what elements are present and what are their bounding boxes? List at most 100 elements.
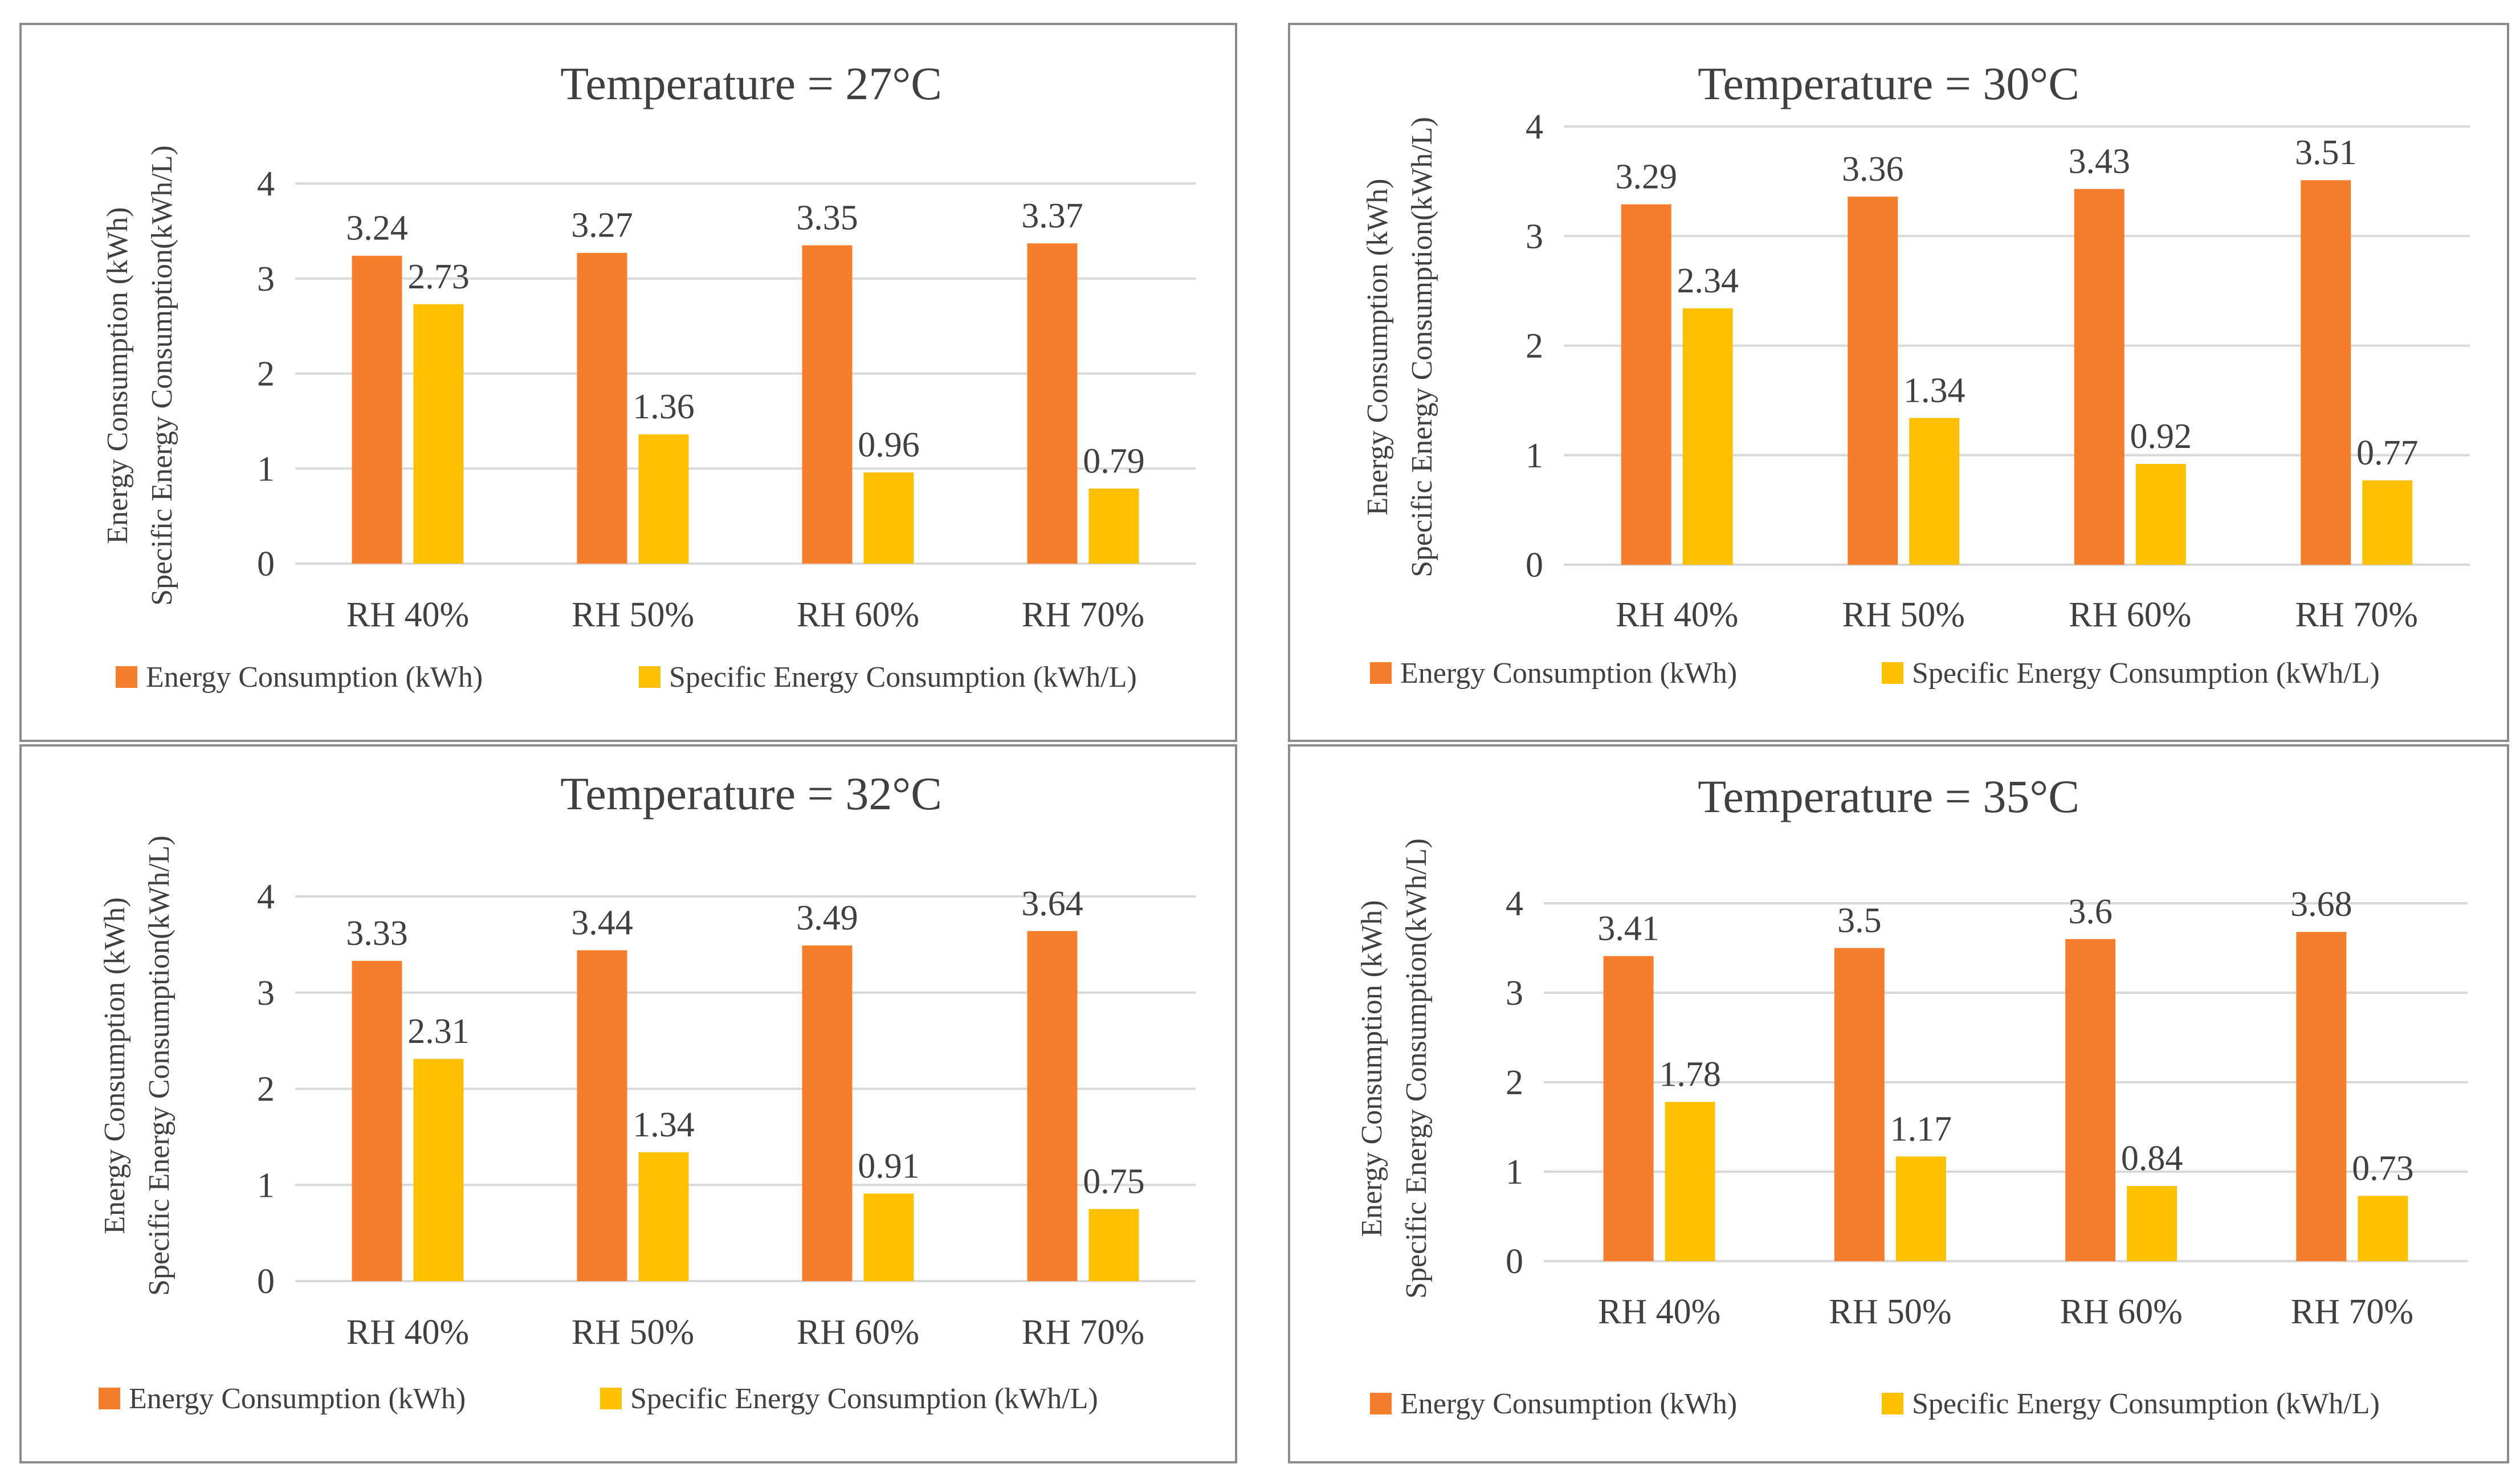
chart-panel-35c: Temperature = 35°C Energy Consumption (kW…: [1288, 744, 2509, 1463]
y-axis-title-line: Specific Energy Consumption(kWh/L): [1400, 838, 1433, 1299]
x-category-label: RH 50%: [572, 596, 694, 634]
data-label-specific: 0.84: [2121, 1139, 2183, 1178]
data-label-specific: 2.73: [407, 258, 470, 296]
y-tick-label-one: 1: [1506, 1153, 1523, 1192]
bar-energy-consumption: [352, 255, 402, 564]
data-label-energy: 3.5: [1837, 902, 1882, 940]
bar-specific-energy-consumption: [863, 472, 914, 564]
y-axis-title-line: Specific Energy Consumption(kWh/L): [1406, 117, 1438, 577]
data-label-specific: 1.78: [1659, 1055, 1721, 1094]
bar-energy-consumption: [802, 945, 853, 1281]
data-label-specific: 0.77: [2356, 434, 2419, 472]
y-axis-title-line: Energy Consumption (kWh): [1356, 900, 1388, 1237]
y-axis-title-line: Specific Energy Consumption(kWh/L): [143, 835, 176, 1296]
data-label-specific: 1.17: [1890, 1110, 1952, 1148]
legend-label-energy: Energy Consumption (kWh): [129, 1383, 466, 1415]
x-category-label: RH 60%: [2069, 596, 2191, 634]
data-label-energy: 3.29: [1616, 157, 1678, 196]
data-label-specific: 0.96: [858, 426, 920, 464]
x-category-label: RH 40%: [1598, 1293, 1720, 1331]
legend-swatch-energy: [1370, 1393, 1392, 1414]
x-category-label: RH 70%: [1022, 596, 1144, 634]
data-label-specific: 0.91: [858, 1147, 920, 1185]
data-label-specific: 1.36: [633, 388, 695, 426]
bar-specific-energy-consumption: [638, 1152, 689, 1281]
y-tick-label-two: 2: [1526, 327, 1543, 366]
x-category-label: RH 50%: [1829, 1293, 1951, 1331]
x-category-label: RH 40%: [346, 596, 469, 634]
y-tick-label-zero: 0: [1526, 546, 1543, 585]
legend-swatch-specific: [600, 1388, 622, 1409]
bar-energy-consumption: [1603, 956, 1654, 1261]
data-label-energy: 3.36: [1842, 150, 1904, 189]
x-category-label: RH 50%: [572, 1313, 694, 1352]
data-label-specific: 0.75: [1083, 1162, 1145, 1201]
legend-swatch-energy: [99, 1388, 120, 1409]
x-category-label: RH 70%: [2291, 1293, 2413, 1331]
data-label-energy: 3.35: [796, 198, 858, 237]
data-label-specific: 0.73: [2352, 1149, 2414, 1188]
bar-energy-consumption: [1621, 204, 1671, 565]
y-axis-title: Energy Consumption (kWh) Specific Energy …: [99, 835, 176, 1296]
y-axis-title: Energy Consumption (kWh) Specific Energy …: [101, 145, 178, 606]
legend-label-specific: Specific Energy Consumption (kWh/L): [1912, 1388, 2380, 1420]
data-label-energy: 3.37: [1021, 197, 1083, 235]
y-tick-label-zero: 0: [257, 1262, 275, 1301]
chart-svg: Temperature = 32°C Energy Consumption (kW…: [99, 768, 1196, 1415]
bar-specific-energy-consumption: [2127, 1186, 2178, 1261]
y-tick-label-three: 3: [257, 260, 275, 299]
y-tick-label-two: 2: [257, 355, 275, 394]
bar-specific-energy-consumption: [2362, 480, 2413, 565]
y-tick-label-three: 3: [1526, 217, 1543, 256]
x-category-label: RH 60%: [797, 596, 919, 634]
legend-swatch-energy: [1370, 662, 1392, 684]
data-label-specific: 1.34: [633, 1106, 695, 1144]
bar-specific-energy-consumption: [863, 1193, 914, 1281]
bar-energy-consumption: [1834, 948, 1885, 1261]
bar-specific-energy-consumption: [413, 304, 464, 564]
x-category-label: RH 70%: [2295, 596, 2418, 634]
bar-energy-consumption: [2296, 932, 2347, 1261]
legend-swatch-energy: [116, 666, 137, 688]
y-tick-label-one: 1: [1526, 437, 1543, 475]
bar-energy-consumption: [577, 950, 627, 1281]
legend-label-energy: Energy Consumption (kWh): [1400, 657, 1737, 690]
y-tick-label-zero: 0: [1506, 1242, 1523, 1281]
x-category-label: RH 60%: [797, 1313, 919, 1352]
bar-energy-consumption: [1027, 243, 1078, 564]
x-category-label: RH 40%: [1616, 596, 1738, 634]
y-tick-label-two: 2: [257, 1070, 275, 1109]
y-tick-label-three: 3: [257, 974, 275, 1013]
y-tick-label-one: 1: [257, 450, 275, 488]
y-axis-title-line: Energy Consumption (kWh): [101, 207, 134, 544]
data-label-energy: 3.41: [1597, 910, 1659, 948]
chart-title: Temperature = 27°C: [560, 58, 942, 109]
y-tick-label-three: 3: [1506, 974, 1523, 1013]
legend-label-specific: Specific Energy Consumption (kWh/L): [669, 661, 1137, 694]
bar-energy-consumption: [802, 245, 853, 564]
bar-energy-consumption: [2301, 180, 2351, 565]
data-label-specific: 1.34: [1903, 371, 1966, 410]
legend-label-specific: Specific Energy Consumption (kWh/L): [630, 1383, 1098, 1415]
bar-specific-energy-consumption: [2135, 464, 2186, 565]
y-tick-label-four: 4: [1506, 884, 1523, 923]
y-axis-title: Energy Consumption (kWh) Specific Energy …: [1361, 117, 1438, 577]
data-label-specific: 0.92: [2130, 417, 2192, 456]
y-tick-label-four: 4: [1526, 108, 1543, 146]
data-label-energy: 3.64: [1021, 884, 1083, 923]
data-label-energy: 3.27: [571, 206, 633, 245]
legend-label-energy: Energy Consumption (kWh): [1400, 1388, 1737, 1420]
legend-swatch-specific: [639, 666, 660, 688]
data-label-energy: 3.43: [2069, 142, 2131, 181]
x-category-label: RH 40%: [346, 1313, 469, 1352]
chart-title: Temperature = 30°C: [1698, 58, 2079, 109]
legend-swatch-specific: [1882, 662, 1903, 684]
bar-specific-energy-consumption: [1088, 1209, 1139, 1281]
data-label-energy: 3.68: [2290, 885, 2352, 924]
data-label-specific: 2.34: [1677, 262, 1739, 300]
x-category-label: RH 50%: [1842, 596, 1965, 634]
data-label-energy: 3.44: [571, 904, 633, 943]
legend-label-energy: Energy Consumption (kWh): [146, 661, 483, 694]
legend-swatch-specific: [1882, 1393, 1903, 1414]
y-axis-title-line: Specific Energy Consumption(kWh/L): [146, 145, 178, 606]
